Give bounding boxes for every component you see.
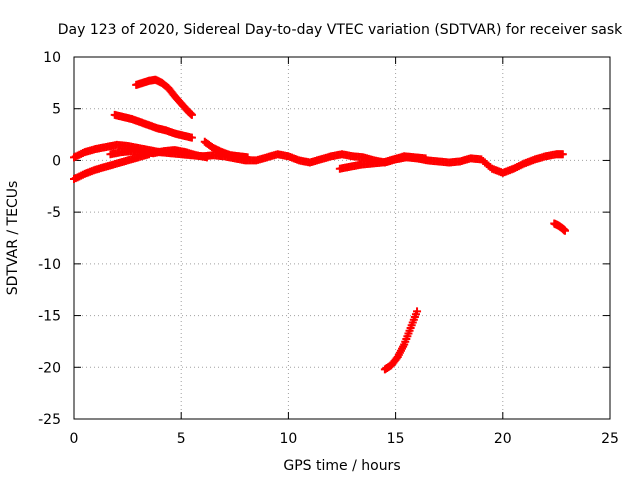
x-tick-label: 0 <box>70 431 79 447</box>
x-axis-label: GPS time / hours <box>283 458 400 474</box>
x-tick-label: 25 <box>601 431 619 447</box>
y-axis-label: SDTVAR / TECUs <box>5 181 21 296</box>
data-point <box>187 133 196 142</box>
series-sat-arc-late <box>550 219 569 235</box>
y-tick-label: -5 <box>47 205 61 221</box>
data-point <box>202 153 211 162</box>
data-point <box>558 150 567 159</box>
x-tick-label: 5 <box>177 431 186 447</box>
data-point <box>560 226 569 235</box>
series-sat-arc-peak <box>132 75 196 119</box>
y-tick-label: 10 <box>43 50 61 66</box>
axis-ticks: 0 5 10 15 20 25 -25 -20 -15 -10 -5 0 5 10 <box>38 50 619 447</box>
series-sat-arc-low-start <box>70 150 154 184</box>
series-sat-arc-short <box>200 137 252 162</box>
data-point <box>187 110 196 119</box>
y-tick-label: -10 <box>38 257 61 273</box>
data-point <box>421 154 430 163</box>
x-tick-label: 10 <box>279 431 297 447</box>
y-tick-label: -15 <box>38 309 61 325</box>
y-tick-label: 5 <box>52 102 61 118</box>
chart-title: Day 123 of 2020, Sidereal Day-to-day VTE… <box>58 22 623 38</box>
data-points <box>70 75 569 374</box>
series-sat-arc-negative <box>380 307 422 374</box>
grid <box>74 57 610 419</box>
series-sat-arc-descending <box>110 110 196 142</box>
x-tick-label: 20 <box>494 431 512 447</box>
y-tick-label: -20 <box>38 360 61 376</box>
plot-frame <box>73 56 611 420</box>
series-sat-arc-evening <box>335 152 430 173</box>
series-sat-arc-mid <box>106 146 211 162</box>
x-tick-label: 15 <box>387 431 405 447</box>
y-tick-label: 0 <box>52 153 61 169</box>
data-point <box>243 153 252 162</box>
y-tick-label: -25 <box>38 412 61 428</box>
data-point <box>413 307 422 316</box>
